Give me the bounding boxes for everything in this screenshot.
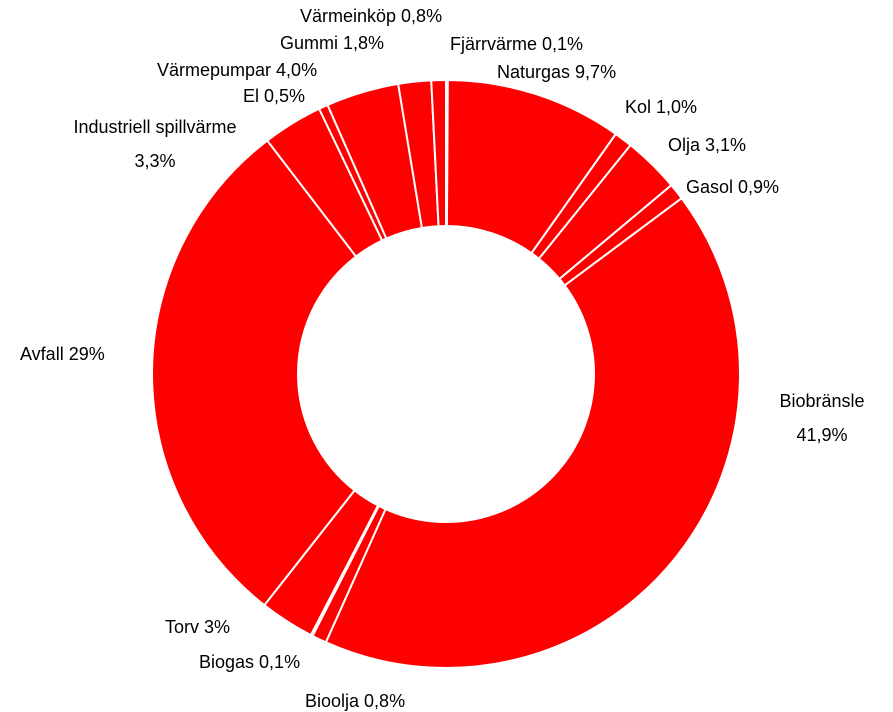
slice-label: Biogas 0,1% [199, 652, 300, 672]
value-label: 0,8% [401, 6, 442, 26]
slice-label: Torv 3% [165, 617, 230, 637]
slice-label: Biobränsle 41,9% [779, 391, 864, 445]
value-label: 3,1% [705, 135, 746, 155]
value-label: 0,1% [542, 34, 583, 54]
category-name: Kol [625, 97, 651, 117]
slice-label: Naturgas 9,7% [497, 62, 616, 82]
value-label: 4,0% [276, 60, 317, 80]
value-label: 9,7% [575, 62, 616, 82]
category-name: El [243, 86, 259, 106]
donut-slice [430, 78, 447, 228]
category-name: Naturgas [497, 62, 570, 82]
category-name: Gasol [686, 177, 733, 197]
slice-label: El 0,5% [243, 86, 305, 106]
category-name: Biogas [199, 652, 254, 672]
value-label: 41,9% [796, 425, 847, 445]
category-name: Avfall [20, 344, 64, 364]
slice-label: Avfall 29% [20, 344, 105, 364]
category-name: Värmeinköp [300, 6, 396, 26]
value-label: 1,8% [343, 33, 384, 53]
slice-label: Gummi 1,8% [280, 33, 384, 53]
slice-label: Industriell spillvärme 3,3% [73, 117, 236, 171]
value-label: 0,9% [738, 177, 779, 197]
category-name: Gummi [280, 33, 338, 53]
donut-slice [151, 139, 358, 607]
category-name: Biobränsle [779, 391, 864, 411]
slice-label: Gasol 0,9% [686, 177, 779, 197]
slice-label: Bioolja 0,8% [305, 691, 405, 711]
value-label: 0,1% [259, 652, 300, 672]
donut-slice [324, 196, 741, 669]
category-name: Fjärrvärme [450, 34, 537, 54]
slice-label: Värmepumpar 4,0% [157, 60, 317, 80]
slice-label: Olja 3,1% [668, 135, 746, 155]
category-name: Värmepumpar [157, 60, 271, 80]
category-name: Torv [165, 617, 199, 637]
value-label: 0,5% [264, 86, 305, 106]
category-name: Bioolja [305, 691, 360, 711]
value-label: 29% [69, 344, 105, 364]
slice-label: Värmeinköp 0,8% [300, 6, 442, 26]
category-name: Olja [668, 135, 701, 155]
value-label: 1,0% [656, 97, 697, 117]
value-label: 3,3% [134, 151, 175, 171]
slice-label: Kol 1,0% [625, 97, 697, 117]
slice-label: Fjärrvärme 0,1% [450, 34, 583, 54]
value-label: 0,8% [364, 691, 405, 711]
value-label: 3% [204, 617, 230, 637]
category-name: Industriell spillvärme [73, 117, 236, 137]
